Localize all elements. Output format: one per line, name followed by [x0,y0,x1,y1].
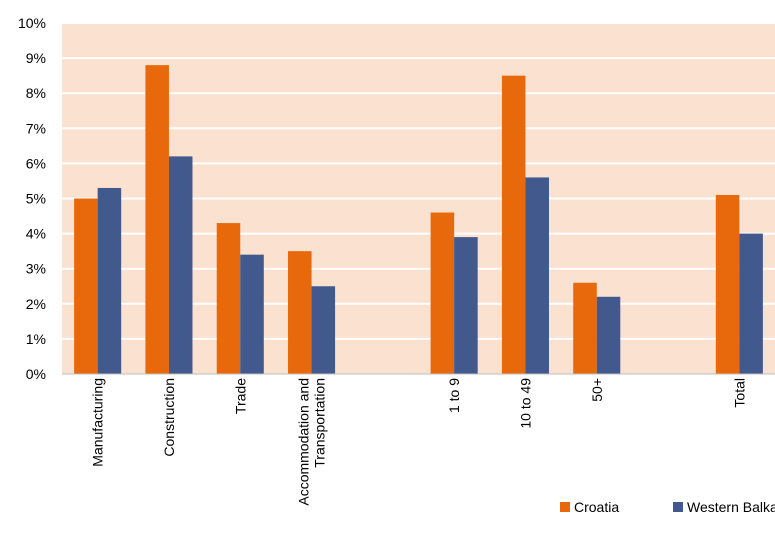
x-category-label: Manufacturing [90,378,106,467]
legend-swatch [673,502,683,512]
bar [98,188,122,374]
y-tick-label: 7% [26,120,46,136]
legend-swatch [560,502,570,512]
y-tick-label: 4% [26,226,46,242]
bar [597,297,621,374]
x-category-label: Total [731,378,747,408]
bar [312,286,336,374]
x-category-label: Trade [232,378,248,414]
x-category-label-line: Manufacturing [90,378,106,467]
x-category-label-line: Total [731,378,747,408]
y-tick-label: 9% [26,50,46,66]
x-category-label-line: 50+ [589,378,605,402]
legend-label: Croatia [574,499,619,515]
x-category-label-line: Accommodation and [296,378,312,506]
bar [716,195,740,374]
x-category-label-line: Construction [161,378,177,457]
y-tick-label: 5% [26,191,46,207]
legend: Croatia Western Balkans [560,499,775,515]
bar [240,255,264,374]
bar [573,283,597,374]
bar [217,223,241,374]
legend-label: Western Balkans [687,499,775,515]
bar [739,234,763,374]
bar [288,251,312,374]
bar [74,199,98,375]
bar [169,156,193,374]
bar [525,177,549,374]
bar [145,65,169,374]
x-category-label-line: Transportation [312,378,328,468]
x-category-label-line: 1 to 9 [446,378,462,413]
x-category-label: Accommodation and Transportation [296,378,328,506]
x-category-label: Construction [161,378,177,457]
x-category-label: 1 to 9 [446,378,462,413]
x-category-label: 10 to 49 [517,378,533,429]
y-tick-label: 8% [26,85,46,101]
x-category-label-line: Trade [232,378,248,414]
y-tick-label: 6% [26,155,46,171]
y-tick-label: 3% [26,261,46,277]
y-tick-label: 0% [26,366,46,382]
bar [502,76,526,374]
x-category-label-line: 10 to 49 [517,378,533,429]
x-axis-category-labels: Manufacturing Construction Trade Accommodat… [90,378,748,506]
y-tick-label: 2% [26,296,46,312]
bar [431,213,455,374]
bar [454,237,478,374]
y-tick-label: 10% [18,15,46,31]
x-category-label: 50+ [589,378,605,402]
y-tick-label: 1% [26,331,46,347]
y-axis-tick-labels: 0% 1% 2% 3% 4% 5% 6% 7% 8% 9% 10% [18,15,46,382]
